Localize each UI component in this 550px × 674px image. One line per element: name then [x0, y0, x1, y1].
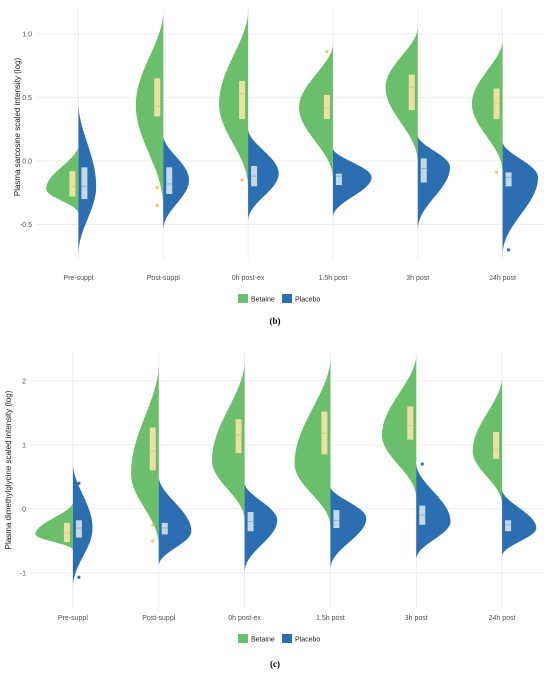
y-tick-label: 0.0: [22, 158, 32, 165]
x-tick-label: Pre-suppl: [58, 615, 88, 622]
panel-c: Plasma dimethylglycine scaled intensity …: [4, 352, 545, 669]
violin-betaine: [382, 355, 417, 500]
x-tick-label: 0h post-ex: [228, 615, 261, 622]
x-tick-label: 3h post: [406, 275, 429, 282]
box-betaine: [408, 74, 415, 111]
y-tick-label: -0.5: [20, 222, 32, 229]
outlier-point: [77, 481, 81, 485]
violin-betaine: [135, 12, 164, 210]
box-betaine: [235, 419, 242, 454]
legend: Betaine Placebo: [238, 294, 320, 304]
legend-swatch-placebo: [282, 634, 292, 643]
y-tick-label: 1: [22, 442, 26, 449]
y-tick-label: 0: [22, 506, 26, 513]
outlier-point: [155, 203, 159, 207]
box-betaine: [69, 171, 76, 197]
violin-betaine: [219, 11, 249, 189]
violin-placebo: [72, 464, 93, 589]
x-tick-label: Post-suppl: [147, 275, 181, 282]
panel-c-label: (c): [270, 659, 280, 669]
outlier-point: [155, 186, 159, 190]
violin-betaine: [294, 358, 331, 528]
violin-placebo: [158, 476, 192, 567]
legend-label-betaine: Betaine: [251, 637, 275, 644]
outlier-point: [506, 248, 511, 252]
violin-placebo: [417, 135, 450, 231]
outlier-point: [77, 575, 81, 579]
violin-betaine: [211, 361, 245, 522]
y-tick-label: 0.5: [22, 95, 32, 102]
box-placebo: [505, 172, 512, 187]
violin-betaine: [35, 502, 73, 551]
box-betaine: [493, 432, 500, 459]
outlier-point: [494, 170, 499, 174]
box-placebo: [333, 510, 340, 528]
violin-betaine: [385, 27, 418, 164]
violin-placebo: [502, 489, 537, 557]
legend-label-placebo: Placebo: [295, 297, 320, 304]
violin-placebo: [416, 464, 451, 560]
violin-placebo: [163, 135, 190, 231]
box-betaine: [149, 427, 156, 471]
outlier-point: [151, 539, 155, 543]
y-tick-label: -1: [20, 570, 26, 577]
violin-placebo: [330, 486, 367, 570]
x-tick-label: 1.5h post: [316, 615, 345, 622]
y-tick-label: 2: [22, 378, 26, 385]
x-tick-label: 3h post: [405, 615, 428, 622]
box-placebo: [505, 520, 512, 532]
outlier-point: [420, 462, 424, 466]
x-tick-label: 24h post: [489, 615, 516, 622]
violin-betaine: [471, 40, 503, 174]
legend-label-betaine: Betaine: [251, 297, 275, 304]
x-tick-label: Post-suppl: [142, 615, 176, 622]
x-tick-label: 0h post-ex: [232, 275, 265, 282]
violin-placebo: [332, 148, 372, 219]
box-betaine: [63, 522, 70, 543]
box-placebo: [81, 167, 88, 200]
violin-betaine: [131, 364, 159, 548]
violin-betaine: [299, 44, 333, 180]
box-betaine: [239, 80, 246, 120]
panel-b: Plasma sarcosine scaled intensity (log) …: [13, 6, 545, 326]
outlier-point: [325, 50, 329, 54]
box-placebo: [420, 158, 427, 183]
violin-placebo: [502, 141, 539, 257]
box-betaine: [407, 406, 414, 440]
legend-swatch-placebo: [282, 294, 292, 303]
panel-b-label: (b): [270, 316, 281, 326]
grid: [36, 6, 545, 260]
x-tick-label: Pre-suppl: [63, 275, 93, 282]
legend-label-placebo: Placebo: [295, 637, 320, 644]
panel-c-ylabel: Plasma dimethylglycine scaled intensity …: [4, 390, 13, 549]
box-placebo: [335, 173, 342, 186]
y-tick-label: 1.0: [22, 31, 32, 38]
box-placebo: [166, 167, 173, 194]
legend: Betaine Placebo: [238, 634, 320, 644]
panel-b-ylabel: Plasma sarcosine scaled intensity (log): [13, 58, 22, 197]
grid: [30, 352, 545, 608]
violin-placebo: [244, 483, 278, 573]
legend-swatch-betaine: [238, 294, 248, 303]
box-placebo: [161, 522, 168, 535]
x-tick-label: 1.5h post: [319, 275, 348, 282]
outlier-point: [240, 178, 244, 182]
violin-betaine: [472, 377, 503, 506]
box-placebo: [75, 520, 82, 538]
legend-swatch-betaine: [238, 634, 248, 643]
box-betaine: [323, 94, 330, 120]
violin-betaine: [46, 146, 79, 215]
violin-placebo: [248, 129, 279, 222]
x-tick-label: 24h post: [489, 275, 516, 282]
outlier-point: [151, 523, 155, 527]
box-betaine: [154, 78, 161, 117]
